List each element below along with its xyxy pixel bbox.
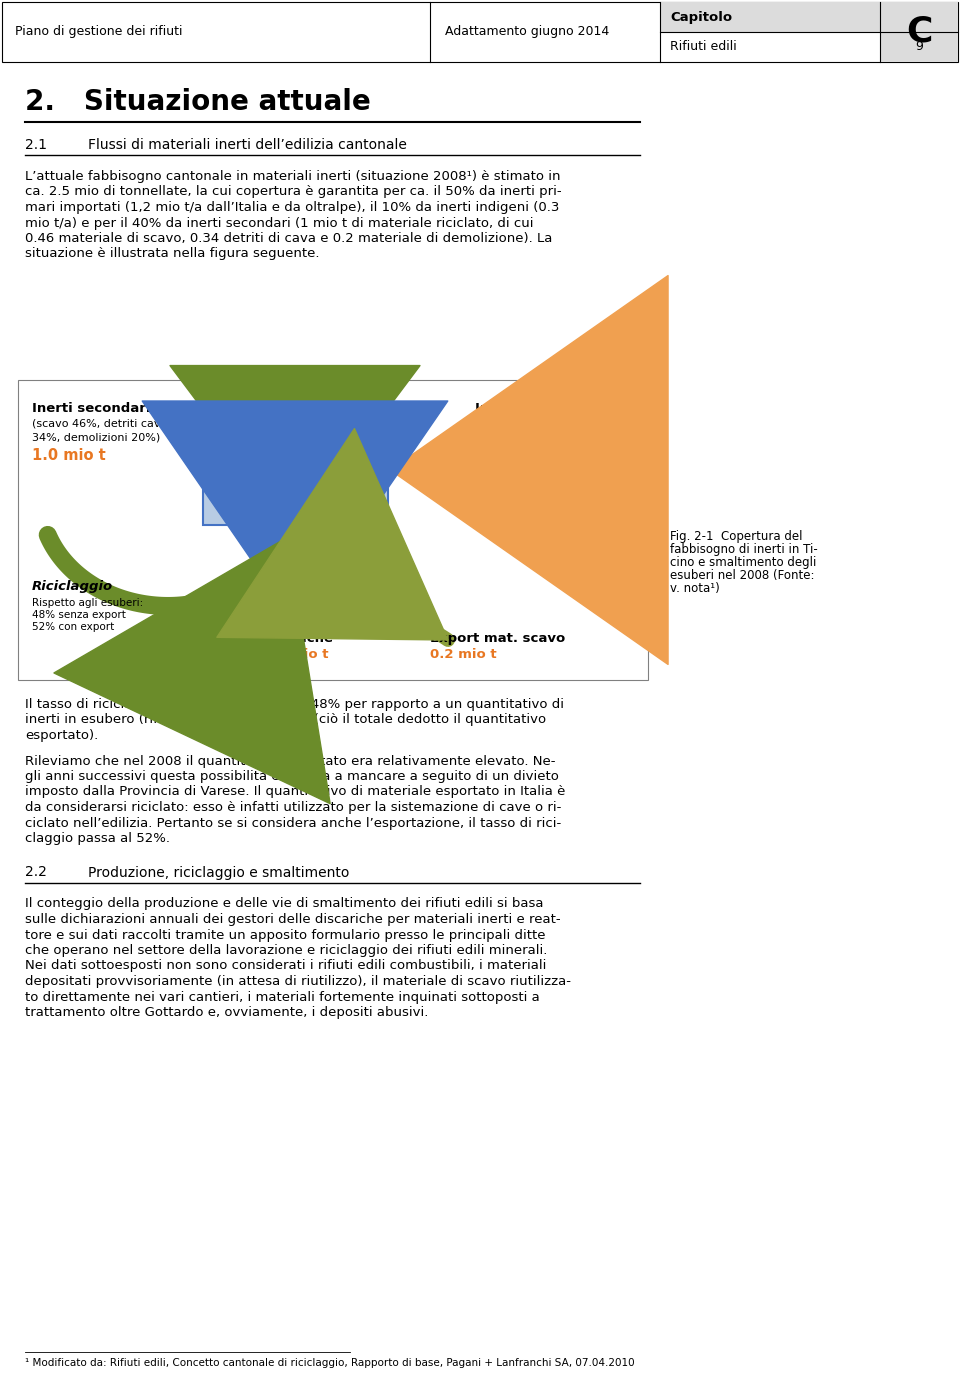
Text: Adattamento giugno 2014: Adattamento giugno 2014 — [445, 25, 610, 39]
Text: mari importati (1,2 mio t/a dall’Italia e da oltralpe), il 10% da inerti indigen: mari importati (1,2 mio t/a dall’Italia … — [25, 202, 560, 214]
Text: 0.46 materiale di scavo, 0.34 detriti di cava e 0.2 materiale di demolizione). L: 0.46 materiale di scavo, 0.34 detriti di… — [25, 232, 552, 245]
Text: depositati provvisoriamente (in attesa di riutilizzo), il materiale di scavo riu: depositati provvisoriamente (in attesa d… — [25, 975, 571, 988]
Text: mio t/a) e per il 40% da inerti secondari (1 mio t di materiale riciclato, di cu: mio t/a) e per il 40% da inerti secondar… — [25, 217, 534, 230]
Text: 52% con export: 52% con export — [32, 622, 114, 632]
FancyBboxPatch shape — [660, 1, 880, 32]
Text: v. nota¹): v. nota¹) — [670, 581, 720, 595]
Text: fabbisogno di inerti in Ti-: fabbisogno di inerti in Ti- — [670, 542, 818, 556]
Text: Nei dati sottoesposti non sono considerati i rifiuti edili combustibili, i mater: Nei dati sottoesposti non sono considera… — [25, 960, 546, 972]
Text: Flussi di materiali inerti dell’edilizia cantonale: Flussi di materiali inerti dell’edilizia… — [88, 138, 407, 152]
Text: inerti in esubero (rifiuti edili) di 2.1 mio t/a (ciò il totale dedotto il quant: inerti in esubero (rifiuti edili) di 2.1… — [25, 714, 546, 726]
Text: Riciclaggio: Riciclaggio — [32, 580, 113, 593]
Text: 48% senza export: 48% senza export — [32, 611, 126, 620]
Text: Export mat. scavo: Export mat. scavo — [430, 632, 565, 645]
Text: Il conteggio della produzione e delle vie di smaltimento dei rifiuti edili si ba: Il conteggio della produzione e delle vi… — [25, 897, 543, 911]
Text: Fig. 2-1  Copertura del: Fig. 2-1 Copertura del — [670, 530, 803, 542]
Text: Fabbisogno inerti: Fabbisogno inerti — [238, 467, 352, 481]
Text: 2.3 mio t: 2.3 mio t — [258, 555, 332, 570]
Text: Il tasso di riciclaggio complessivo è pari al 48% per rapporto a un quantitativo: Il tasso di riciclaggio complessivo è pa… — [25, 698, 564, 711]
Text: to direttamente nei vari cantieri, i materiali fortemente inquinati sottoposti a: to direttamente nei vari cantieri, i mat… — [25, 990, 540, 1003]
Text: trattamento oltre Gottardo e, ovviamente, i depositi abusivi.: trattamento oltre Gottardo e, ovviamente… — [25, 1006, 428, 1020]
FancyBboxPatch shape — [203, 420, 388, 524]
Text: Inerti secondari: Inerti secondari — [32, 402, 151, 415]
Text: 2.2: 2.2 — [25, 865, 47, 879]
Text: esportato).: esportato). — [25, 729, 98, 741]
Text: (Indigeni + Import): (Indigeni + Import) — [475, 419, 582, 428]
Text: esuberi nel 2008 (Fonte:: esuberi nel 2008 (Fonte: — [670, 569, 814, 581]
Text: sulle dichiarazioni annuali dei gestori delle discariche per materiali inerti e : sulle dichiarazioni annuali dei gestori … — [25, 912, 561, 926]
FancyBboxPatch shape — [2, 1, 958, 63]
Text: Edilizia cantonale 2008: Edilizia cantonale 2008 — [208, 433, 382, 445]
Text: Capitolo: Capitolo — [670, 11, 732, 24]
Text: 0.2 mio t: 0.2 mio t — [430, 648, 496, 661]
Text: 9: 9 — [915, 40, 923, 53]
Text: Discariche: Discariche — [256, 632, 334, 645]
Text: cino e smaltimento degli: cino e smaltimento degli — [670, 556, 816, 569]
FancyBboxPatch shape — [880, 1, 958, 63]
Text: Produzione, riciclaggio e smaltimento: Produzione, riciclaggio e smaltimento — [88, 865, 349, 879]
Text: che operano nel settore della lavorazione e riciclaggio dei rifiuti edili minera: che operano nel settore della lavorazion… — [25, 944, 547, 957]
Text: L’attuale fabbisogno cantonale in materiali inerti (situazione 2008¹) è stimato : L’attuale fabbisogno cantonale in materi… — [25, 170, 561, 184]
Text: imposto dalla Provincia di Varese. Il quantitativo di materiale esportato in Ita: imposto dalla Provincia di Varese. Il qu… — [25, 786, 565, 798]
Text: Rileviamo che nel 2008 il quantitativo esportato era relativamente elevato. Ne-: Rileviamo che nel 2008 il quantitativo e… — [25, 754, 556, 768]
Text: Rispetto agli esuberi:: Rispetto agli esuberi: — [32, 598, 143, 608]
Text: tore e sui dati raccolti tramite un apposito formulario presso le principali dit: tore e sui dati raccolti tramite un appo… — [25, 929, 545, 942]
Text: (scavo 46%, detriti cava: (scavo 46%, detriti cava — [32, 419, 167, 428]
Text: 2.1: 2.1 — [25, 138, 47, 152]
Text: ¹ Modificato da: Rifiuti edili, Concetto cantonale di riciclaggio, Rapporto di b: ¹ Modificato da: Rifiuti edili, Concetto… — [25, 1358, 635, 1367]
Text: ca. 2.5 mio di tonnellate, la cui copertura è garantita per ca. il 50% da inerti: ca. 2.5 mio di tonnellate, la cui copert… — [25, 185, 562, 199]
Text: Esuberi: Esuberi — [267, 538, 324, 552]
FancyBboxPatch shape — [18, 380, 648, 680]
Text: 2.   Situazione attuale: 2. Situazione attuale — [25, 88, 371, 115]
Text: 2.5 mio t: 2.5 mio t — [258, 487, 332, 502]
Text: 1.0 mio t: 1.0 mio t — [32, 448, 106, 463]
Text: 1.1 mio t: 1.1 mio t — [262, 648, 328, 661]
Text: 34%, demolizioni 20%): 34%, demolizioni 20%) — [32, 433, 160, 442]
Text: Inerti primari: Inerti primari — [475, 402, 575, 415]
Text: Rifiuti edili: Rifiuti edili — [670, 40, 736, 53]
Text: C: C — [906, 15, 932, 49]
Text: ciclato nell’edilizia. Pertanto se si considera anche l’esportazione, il tasso d: ciclato nell’edilizia. Pertanto se si co… — [25, 817, 562, 829]
Text: situazione è illustrata nella figura seguente.: situazione è illustrata nella figura seg… — [25, 248, 320, 260]
Text: gli anni successivi questa possibilità è venuta a mancare a seguito di un diviet: gli anni successivi questa possibilità è… — [25, 771, 559, 783]
Text: da considerarsi riciclato: esso è infatti utilizzato per la sistemazione di cave: da considerarsi riciclato: esso è infatt… — [25, 801, 562, 814]
Text: Piano di gestione dei rifiuti: Piano di gestione dei rifiuti — [15, 25, 182, 39]
Text: claggio passa al 52%.: claggio passa al 52%. — [25, 832, 170, 844]
Text: 1.5 mio t: 1.5 mio t — [475, 438, 549, 453]
